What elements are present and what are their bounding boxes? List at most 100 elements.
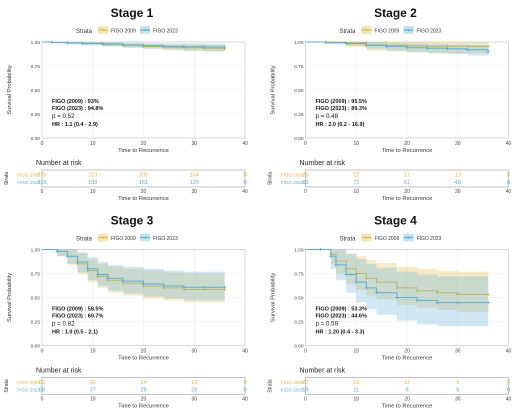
risk-table-area <box>41 169 246 188</box>
risk-table-title: Number at risk <box>36 160 82 167</box>
legend: Strata + FIGO 2009 + FIGO 2023 <box>340 26 442 35</box>
legend-label: FIGO 2023 <box>417 29 442 35</box>
risk-count: 24 <box>140 380 146 386</box>
risk-x-tick-label: 40 <box>242 189 248 195</box>
legend-title: Strata <box>76 237 93 243</box>
risk-x-tick-label: 30 <box>455 397 461 403</box>
risk-count: 8 <box>405 388 408 394</box>
risk-x-tick-label: 20 <box>141 397 147 403</box>
y-tick-label: 0.00 <box>294 343 304 349</box>
risk-table-title: Number at risk <box>36 368 82 375</box>
ci-band <box>42 42 225 52</box>
y-tick-label: 0.50 <box>31 295 41 301</box>
y-tick-label: 0.75 <box>31 64 41 70</box>
risk-count: 48 <box>455 180 461 186</box>
risk-table-ylabel: Strata <box>4 172 10 186</box>
annotation: FIGO (2023) : 94.8% <box>52 106 103 112</box>
censor-mark <box>415 289 419 293</box>
panel-title: Stage 4 <box>374 214 417 228</box>
risk-x-axis-title: Time to Recurrence <box>382 196 433 202</box>
y-tick-label: 1.00 <box>294 40 304 46</box>
censor-mark <box>162 44 166 48</box>
x-tick-label: 20 <box>404 141 410 147</box>
risk-x-tick-label: 10 <box>353 397 359 403</box>
legend-label: FIGO 2009 <box>375 29 400 35</box>
annotation: p = 0.52 <box>52 113 75 120</box>
censor-mark <box>86 267 90 271</box>
censor-mark <box>374 291 379 295</box>
x-tick-label: 20 <box>141 349 147 355</box>
censor-mark <box>385 44 389 48</box>
legend-title: Strata <box>340 29 357 35</box>
censor-mark <box>364 286 368 290</box>
censor-mark <box>456 292 460 296</box>
risk-x-tick-label: 0 <box>304 189 307 195</box>
censor-mark <box>101 42 105 46</box>
series-figo-2023 <box>305 247 490 327</box>
censor-mark <box>329 254 333 258</box>
y-tick-label: 0.75 <box>294 271 304 277</box>
censor-mark <box>50 40 54 45</box>
x-tick-label: 10 <box>90 349 96 355</box>
y-axis-title: Survival Probability <box>7 65 13 114</box>
series-figo-2023 <box>42 40 227 52</box>
survival-curve <box>305 249 489 304</box>
risk-x-tick-label: 10 <box>90 189 96 195</box>
legend-label: FIGO 2009 <box>111 29 136 35</box>
censor-mark <box>182 285 186 289</box>
x-axis-title: Time to Recurrence <box>382 148 433 154</box>
legend-marker: + <box>407 28 411 34</box>
risk-count: 13 <box>455 173 461 179</box>
risk-row-label: FIGO 2023 <box>281 388 304 393</box>
censor-mark <box>223 45 227 49</box>
y-axis-title: Survival Probability <box>7 273 13 322</box>
x-tick-label: 30 <box>455 349 461 355</box>
risk-x-tick-label: 10 <box>90 397 96 403</box>
censor-mark <box>141 282 146 286</box>
risk-table-ylabel: Strata <box>268 172 274 186</box>
y-axis-title: Survival Probability <box>271 273 277 322</box>
censor-mark <box>374 280 379 284</box>
survival-curve <box>42 249 225 288</box>
y-tick-label: 0.50 <box>294 295 304 301</box>
risk-x-axis-title: Time to Recurrence <box>382 404 433 410</box>
y-tick-label: 0.50 <box>294 88 304 94</box>
censor-mark <box>162 284 166 288</box>
censor-mark <box>344 41 348 46</box>
y-tick-label: 0.00 <box>31 343 41 349</box>
legend-label: FIGO 2009 <box>375 236 400 242</box>
annotation: HR : 1.20 (0.4 - 3.3) <box>316 330 365 336</box>
legend: Strata + FIGO 2009 + FIGO 2023 <box>340 233 441 243</box>
x-axis-title: Time to Recurrence <box>118 356 169 362</box>
risk-count: 0 <box>243 180 246 186</box>
risk-x-tick-label: 30 <box>191 189 197 195</box>
risk-x-tick-label: 10 <box>353 189 359 195</box>
risk-row-label: FIGO 2023 <box>17 180 40 185</box>
ci-band <box>305 42 489 54</box>
km-panel-4: Stage 4 Strata + FIGO 2009 + FIGO 2023 0 10 20 30… <box>268 214 512 410</box>
risk-count: 89 <box>302 180 308 186</box>
censor-mark <box>81 41 85 46</box>
risk-count: 16 <box>353 380 359 386</box>
risk-count: 37 <box>90 388 96 394</box>
x-tick-label: 30 <box>191 141 197 147</box>
panel-title: Stage 1 <box>111 6 154 20</box>
x-tick-label: 0 <box>304 141 307 147</box>
risk-count: 0 <box>507 380 510 386</box>
censor-mark <box>415 298 419 302</box>
risk-row-label: FIGO 2023 <box>281 180 304 185</box>
ci-band <box>42 42 225 53</box>
x-tick-label: 20 <box>404 349 410 355</box>
risk-count: 27 <box>302 380 308 386</box>
annotation: FIGO (2023) : 60.7% <box>52 314 103 320</box>
risk-x-tick-label: 0 <box>41 189 44 195</box>
x-tick-label: 30 <box>191 349 197 355</box>
x-tick-label: 40 <box>506 141 512 147</box>
risk-count: 0 <box>507 173 510 179</box>
ci-band <box>305 249 489 312</box>
risk-x-tick-label: 40 <box>506 397 512 403</box>
